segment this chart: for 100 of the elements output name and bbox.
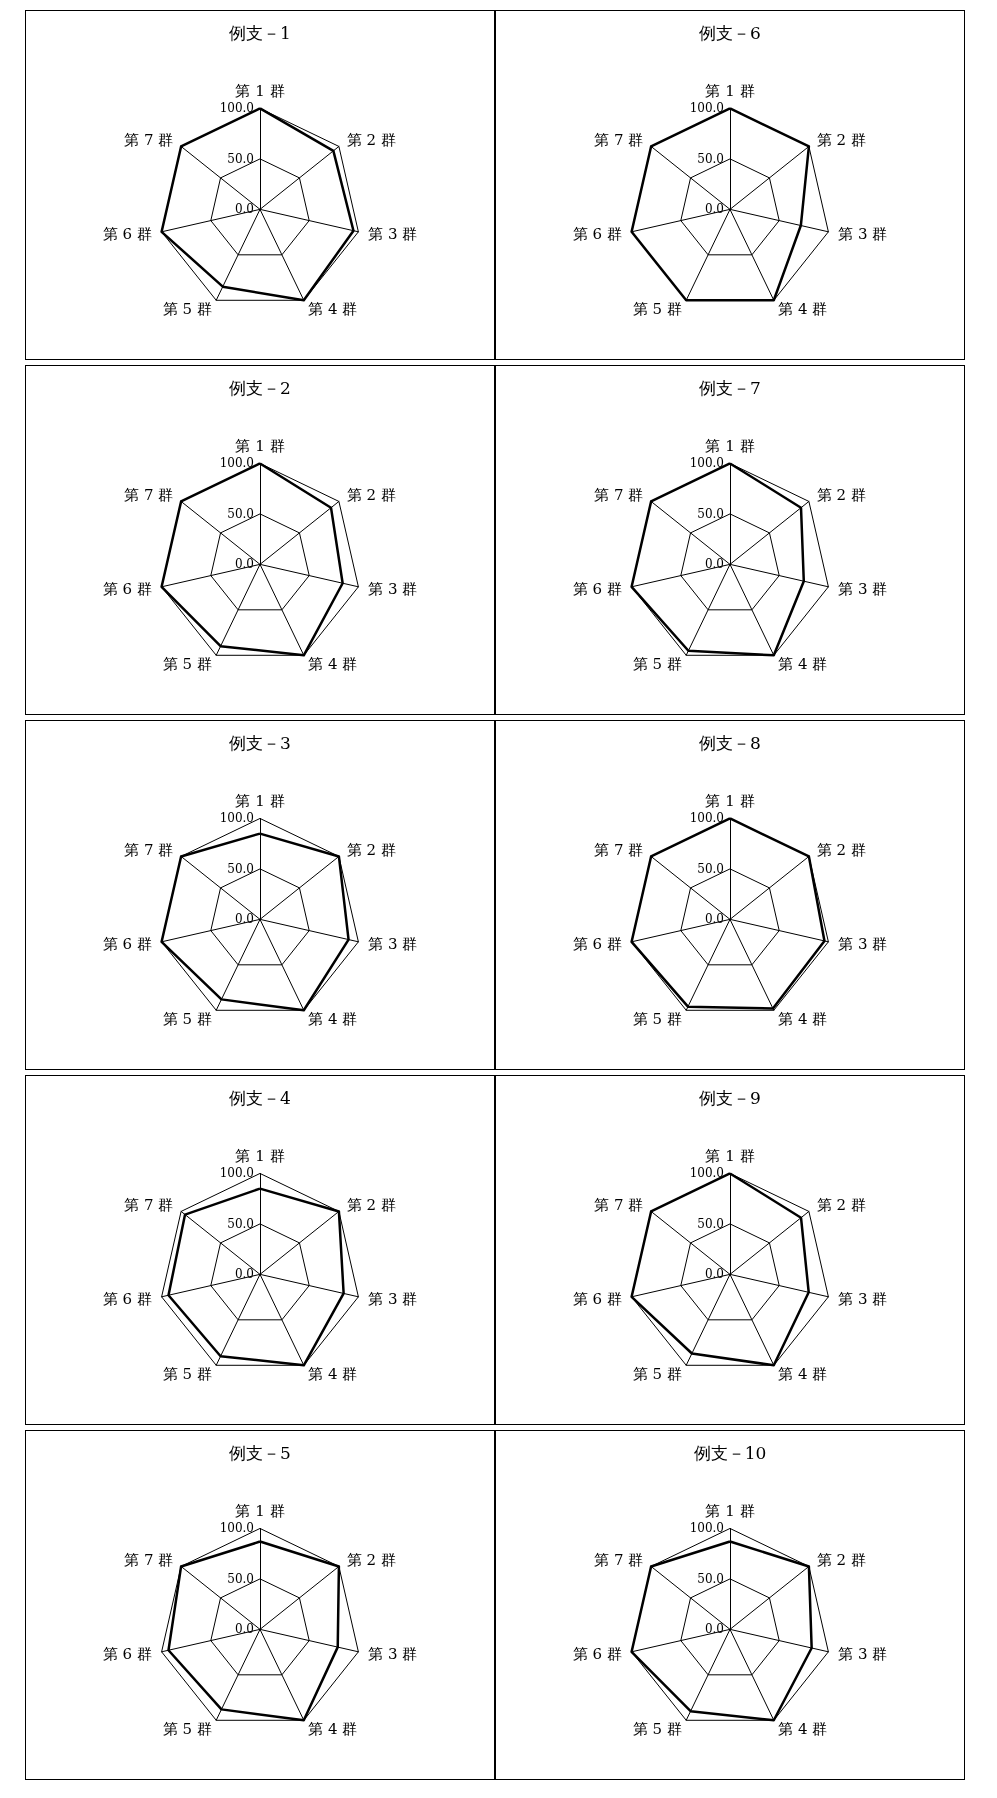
chart-title: 例支－2 xyxy=(229,377,291,398)
y-tick-label: 0.0 xyxy=(234,912,254,927)
y-tick-label: 0.0 xyxy=(234,202,254,217)
chart-title: 例支－1 xyxy=(229,22,291,43)
y-tick-label: 0.0 xyxy=(704,912,724,927)
spoke-label: 第 3 群 xyxy=(838,225,888,244)
spoke-label: 第 7 群 xyxy=(124,486,174,505)
spoke-label: 第 4 群 xyxy=(308,1010,358,1029)
y-tick-label: 0.0 xyxy=(704,1267,724,1282)
spoke-label: 第 3 群 xyxy=(368,580,418,599)
spoke-label: 第 3 群 xyxy=(368,935,418,954)
spoke-label: 第 1 群 xyxy=(235,81,285,100)
y-tick-label: 100.0 xyxy=(219,1521,254,1536)
spoke-label: 第 6 群 xyxy=(572,935,622,954)
spoke-label: 第 3 群 xyxy=(368,1645,418,1664)
chart-title: 例支－5 xyxy=(229,1442,291,1463)
spoke-label: 第 4 群 xyxy=(778,300,828,319)
spoke-label: 第 2 群 xyxy=(816,486,866,505)
spoke-label: 第 7 群 xyxy=(594,1551,644,1570)
spoke-label: 第 7 群 xyxy=(124,1551,174,1570)
y-tick-label: 50.0 xyxy=(227,1216,254,1231)
spoke-label: 第 6 群 xyxy=(572,1290,622,1309)
spoke-label: 第 1 群 xyxy=(705,791,755,810)
spoke-label: 第 4 群 xyxy=(308,655,358,674)
spoke-label: 第 4 群 xyxy=(778,1365,828,1384)
y-tick-label: 50.0 xyxy=(697,1571,724,1586)
spoke-label: 第 5 群 xyxy=(162,300,212,319)
spoke-label: 第 2 群 xyxy=(346,1551,396,1570)
y-tick-label: 0.0 xyxy=(704,202,724,217)
chart-title: 例支－8 xyxy=(699,732,761,753)
y-tick-label: 100.0 xyxy=(219,1166,254,1181)
spoke-label: 第 6 群 xyxy=(102,225,152,244)
spoke-label: 第 7 群 xyxy=(594,486,644,505)
y-tick-label: 50.0 xyxy=(697,1216,724,1231)
spoke-label: 第 7 群 xyxy=(124,841,174,860)
spoke-label: 第 5 群 xyxy=(632,1720,682,1739)
y-tick-label: 0.0 xyxy=(704,1622,724,1637)
spoke-label: 第 6 群 xyxy=(102,1290,152,1309)
spoke-label: 第 7 群 xyxy=(594,841,644,860)
spoke-label: 第 3 群 xyxy=(838,935,888,954)
spoke-label: 第 5 群 xyxy=(632,1010,682,1029)
spoke-label: 第 5 群 xyxy=(632,655,682,674)
y-tick-label: 100.0 xyxy=(689,1166,724,1181)
spoke-label: 第 5 群 xyxy=(162,655,212,674)
y-tick-label: 100.0 xyxy=(219,811,254,826)
spoke-label: 第 3 群 xyxy=(838,1645,888,1664)
y-tick-label: 50.0 xyxy=(697,151,724,166)
chart-title: 例支－4 xyxy=(229,1087,291,1108)
spoke-label: 第 3 群 xyxy=(368,1290,418,1309)
spoke-label: 第 4 群 xyxy=(308,1365,358,1384)
spoke-label: 第 1 群 xyxy=(705,1146,755,1165)
spoke-label: 第 7 群 xyxy=(594,131,644,150)
spoke-label: 第 1 群 xyxy=(235,1146,285,1165)
spoke-label: 第 1 群 xyxy=(235,1501,285,1520)
spoke-label: 第 1 群 xyxy=(235,436,285,455)
y-tick-label: 50.0 xyxy=(227,151,254,166)
spoke-label: 第 2 群 xyxy=(816,841,866,860)
spoke-label: 第 5 群 xyxy=(162,1365,212,1384)
chart-title: 例支－6 xyxy=(699,22,761,43)
y-tick-label: 50.0 xyxy=(227,861,254,876)
spoke-label: 第 2 群 xyxy=(346,841,396,860)
spoke-label: 第 1 群 xyxy=(235,791,285,810)
spoke-label: 第 4 群 xyxy=(778,1720,828,1739)
spoke-label: 第 2 群 xyxy=(346,1196,396,1215)
spoke-label: 第 4 群 xyxy=(308,300,358,319)
spoke-label: 第 1 群 xyxy=(705,81,755,100)
spoke-label: 第 7 群 xyxy=(124,131,174,150)
y-tick-label: 0.0 xyxy=(704,557,724,572)
spoke-label: 第 6 群 xyxy=(102,935,152,954)
spoke-label: 第 7 群 xyxy=(124,1196,174,1215)
spoke-label: 第 4 群 xyxy=(778,1010,828,1029)
chart-title: 例支－10 xyxy=(693,1442,767,1463)
chart-title: 例支－3 xyxy=(229,732,291,753)
spoke-label: 第 1 群 xyxy=(705,436,755,455)
y-tick-label: 50.0 xyxy=(697,861,724,876)
spoke-label: 第 5 群 xyxy=(632,1365,682,1384)
spoke-label: 第 3 群 xyxy=(838,1290,888,1309)
spoke-label: 第 4 群 xyxy=(778,655,828,674)
spoke-label: 第 2 群 xyxy=(816,1196,866,1215)
chart-title: 例支－9 xyxy=(699,1087,761,1108)
spoke-label: 第 2 群 xyxy=(346,131,396,150)
spoke-label: 第 7 群 xyxy=(594,1196,644,1215)
spoke-label: 第 6 群 xyxy=(572,225,622,244)
y-tick-label: 0.0 xyxy=(234,1267,254,1282)
spoke-label: 第 6 群 xyxy=(102,580,152,599)
y-tick-label: 100.0 xyxy=(219,456,254,471)
spoke-label: 第 5 群 xyxy=(162,1720,212,1739)
y-tick-label: 50.0 xyxy=(227,506,254,521)
spoke-label: 第 2 群 xyxy=(346,486,396,505)
y-tick-label: 0.0 xyxy=(234,557,254,572)
y-tick-label: 50.0 xyxy=(697,506,724,521)
chart-title: 例支－7 xyxy=(699,377,761,398)
y-tick-label: 50.0 xyxy=(227,1571,254,1586)
spoke-label: 第 2 群 xyxy=(816,1551,866,1570)
y-tick-label: 100.0 xyxy=(689,456,724,471)
y-tick-label: 0.0 xyxy=(234,1622,254,1637)
spoke-label: 第 1 群 xyxy=(705,1501,755,1520)
y-tick-label: 100.0 xyxy=(689,811,724,826)
spoke-label: 第 6 群 xyxy=(572,580,622,599)
spoke-label: 第 5 群 xyxy=(162,1010,212,1029)
